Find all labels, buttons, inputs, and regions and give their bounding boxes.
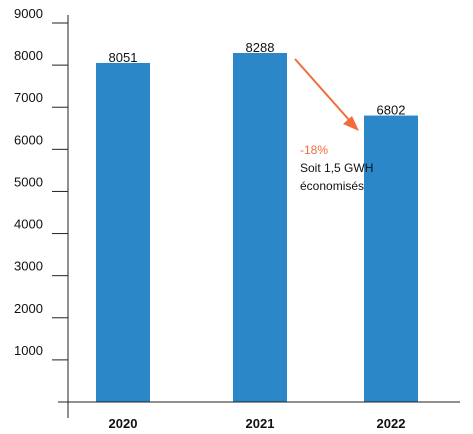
bars: 8051 8288 6802 [96, 40, 418, 403]
y-tick-label: 2000 [14, 301, 43, 316]
bar [233, 52, 287, 402]
x-tick-label: 2021 [246, 416, 275, 431]
y-axis: 1000 2000 3000 4000 5000 6000 7000 8000 9000 [14, 6, 69, 418]
x-axis: 2020 2021 2022 [58, 401, 460, 431]
savings-label-line2: économisés [300, 179, 364, 193]
savings-label-line1: Soit 1,5 GWH [300, 161, 373, 175]
x-tick-label: 2020 [109, 416, 138, 431]
percent-change-label: -18% [300, 143, 328, 157]
x-tick-label: 2022 [377, 416, 406, 431]
arrow-head-icon [343, 116, 359, 131]
bar [96, 62, 150, 403]
y-tick-label: 9000 [14, 6, 43, 21]
bar-value-label: 8288 [246, 40, 275, 55]
bar-value-label: 8051 [109, 50, 138, 65]
y-tick-label: 7000 [14, 90, 43, 105]
decrease-arrow [294, 58, 351, 122]
y-tick-label: 6000 [14, 132, 43, 147]
annotation: -18% Soit 1,5 GWH économisés [294, 58, 373, 193]
y-tick-label: 1000 [14, 343, 43, 358]
y-tick-label: 4000 [14, 217, 43, 232]
y-tick-label: 8000 [14, 48, 43, 63]
bar [364, 115, 418, 403]
y-tick-label: 3000 [14, 259, 43, 274]
bar-value-label: 6802 [377, 103, 406, 118]
y-tick-label: 5000 [14, 174, 43, 189]
